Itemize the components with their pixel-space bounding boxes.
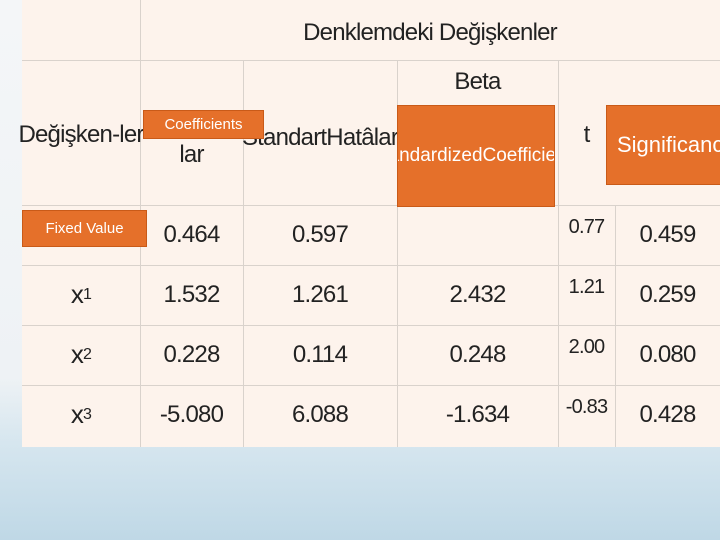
grid-line — [397, 60, 398, 447]
header: t — [583, 121, 591, 149]
table-cell: 0.597 — [291, 221, 349, 249]
grid-line — [22, 265, 720, 266]
table-cell: 2.432 — [449, 281, 506, 309]
table-cell: -0.83 — [565, 395, 608, 418]
grid-line — [243, 60, 244, 447]
grid-line — [615, 205, 616, 447]
text-line: Standardized — [398, 145, 483, 166]
overlay-label: Coefficients — [143, 110, 264, 139]
table-cell: 2.00 — [568, 335, 606, 358]
grid-line — [22, 325, 720, 326]
header: Standart Hatâlar — [242, 100, 399, 175]
table-cell: 0.464 — [163, 221, 220, 249]
table-cell: 0.080 — [639, 341, 696, 369]
overlay-label: Significance — [606, 105, 720, 185]
variable: x — [70, 399, 84, 430]
grid-line — [22, 205, 720, 206]
table-cell: 6.088 — [291, 401, 349, 429]
variable: x — [70, 339, 84, 370]
table-cell: 1.261 — [291, 281, 349, 309]
table-cell: 0.114 — [292, 341, 348, 369]
table-cell: 0.77 — [568, 215, 606, 238]
subscript: 2 — [83, 345, 92, 363]
variable: x — [70, 279, 84, 310]
grid-line — [22, 60, 720, 61]
subscript: 1 — [83, 285, 92, 303]
subscript: 3 — [83, 405, 92, 423]
table-cell: 0.228 — [163, 341, 220, 369]
text-line: Hatâlar — [326, 123, 399, 151]
table-cell: 0.259 — [639, 281, 696, 309]
header: Değişken-ler — [18, 100, 144, 170]
overlay-label: Fixed Value — [22, 210, 147, 247]
table-cell: 1.532 — [163, 281, 220, 309]
text-line: nce — [700, 132, 720, 157]
grid-line — [22, 385, 720, 386]
overlay-label: StandardizedCoefficients — [397, 105, 555, 207]
beta-header: Beta — [454, 68, 501, 96]
table-cell: 0.248 — [449, 341, 506, 369]
text-line: Significa — [617, 132, 701, 157]
table-cell: 0.428 — [639, 401, 696, 429]
table-cell: 1.21 — [568, 275, 606, 298]
table-cell: -1.634 — [445, 401, 510, 429]
text-line: Değişken- — [18, 121, 120, 149]
header: lar — [179, 141, 204, 169]
grid-line — [558, 60, 559, 447]
text-line: ler — [119, 121, 144, 149]
table-title: Denklemdeki Değişkenler — [303, 19, 558, 47]
table-cell: 0.459 — [639, 221, 696, 249]
table-cell: -5.080 — [159, 401, 224, 429]
text-line: Coefficients — [482, 145, 555, 166]
